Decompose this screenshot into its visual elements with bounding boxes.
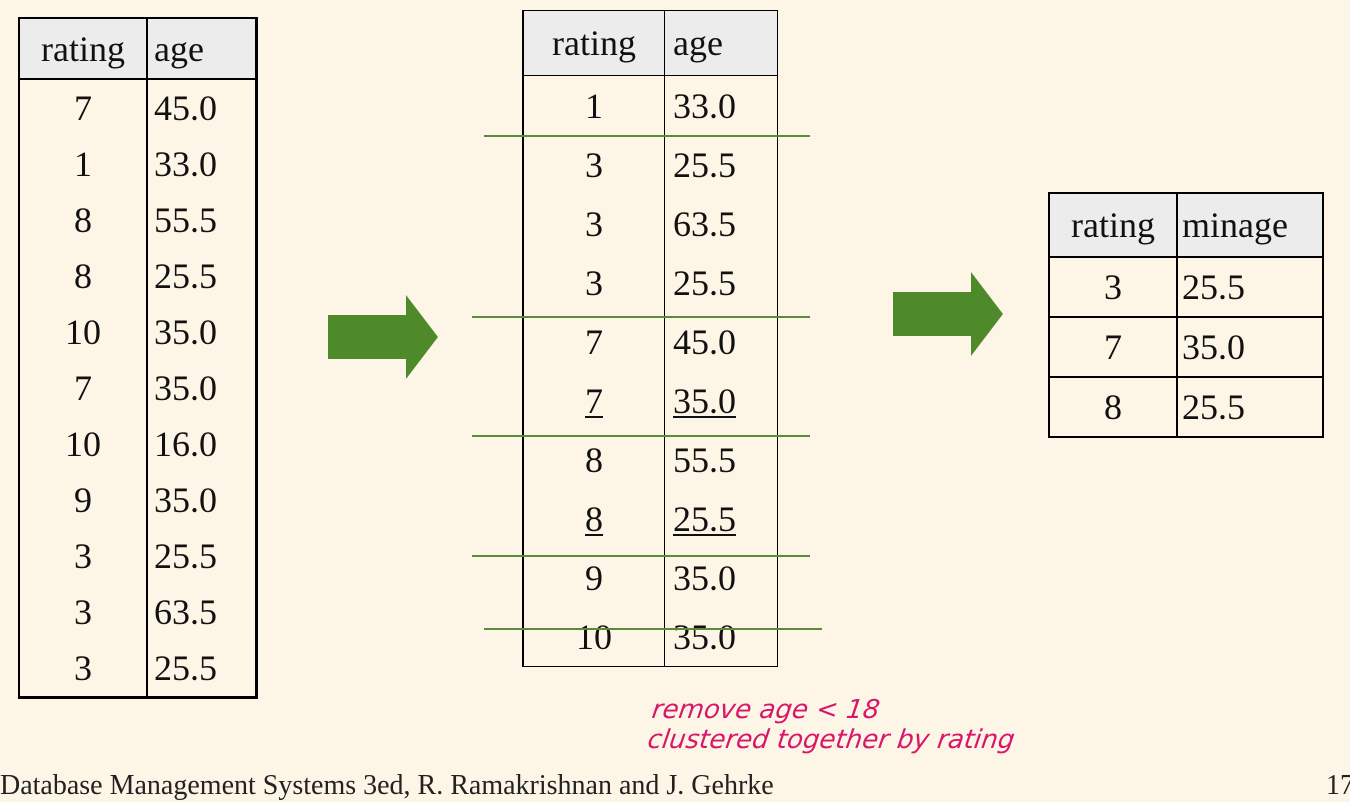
age-cell: 25.5 [154,536,217,576]
rating-cell: 7 [19,79,148,136]
age-cell: 35.0 [673,380,736,421]
age-cell: 55.5 [673,439,736,480]
table-row: 9 35.0 [19,472,257,528]
age-cell: 16.0 [154,424,217,464]
age-cell: 33.0 [154,144,217,184]
age-cell: 25.5 [673,144,736,185]
group-separator-line [484,135,810,137]
age-cell: 25.5 [154,256,217,296]
column-header-age: age [147,18,257,80]
rating-cell: 3 [1049,256,1178,317]
age-cell: 63.5 [673,203,736,244]
table-row: 8 25.5 [19,248,257,304]
group-separator-line [472,435,810,437]
age-cell: 55.5 [154,200,217,240]
table-row: 3 25.5 [1049,256,1323,317]
table-row: 8 25.5 [1049,376,1323,437]
annotation-line: remove age < 18 [650,695,882,725]
table-row: 8 55.5 [523,430,778,489]
handwritten-annotation: remove age < 18 clustered together by ra… [646,695,1021,755]
age-cell: 25.5 [673,498,736,539]
table-row: 1 33.0 [523,75,778,135]
rating-cell: 3 [19,528,148,584]
rating-cell: 7 [523,371,665,430]
age-cell: 25.5 [673,262,736,303]
age-cell: 35.0 [154,312,217,352]
table-row: 1 33.0 [19,136,257,192]
group-separator-line [484,628,822,630]
column-header-age: age [664,10,778,76]
rating-cell: 9 [19,472,148,528]
right-arrow-icon [328,295,438,379]
rating-cell: 3 [523,194,665,253]
age-cell: 25.5 [1177,256,1323,317]
age-cell: 63.5 [154,592,217,632]
table-row: 3 25.5 [19,640,257,698]
age-cell: 35.0 [1177,316,1323,377]
age-cell: 45.0 [154,88,217,128]
age-cell: 35.0 [673,616,736,657]
age-cell: 35.0 [154,368,217,408]
table-row: 7 35.0 [1049,316,1323,377]
rating-cell: 1 [523,75,665,135]
table-row: 3 63.5 [19,584,257,640]
rating-cell: 3 [523,253,665,312]
table-row: 10 35.0 [523,607,778,667]
rating-cell: 10 [19,304,148,360]
rating-cell: 7 [523,312,665,371]
footer-citation: Database Management Systems 3ed, R. Rama… [0,770,774,801]
group-separator-line [472,316,810,318]
table-row: 3 63.5 [523,194,778,253]
age-cell: 25.5 [1177,376,1323,437]
rating-cell: 8 [523,489,665,548]
age-cell: 45.0 [673,321,736,362]
rating-cell: 10 [523,607,665,667]
rating-cell: 8 [1049,376,1178,437]
column-header-rating: rating [19,18,148,80]
rating-cell: 8 [19,192,148,248]
table-row: 3 25.5 [523,135,778,194]
annotation-line: clustered together by rating [645,725,1017,755]
table-row: 7 35.0 [19,360,257,416]
rating-cell: 9 [523,548,665,607]
table-row: 8 55.5 [19,192,257,248]
age-cell: 35.0 [673,557,736,598]
column-header-minage: minage [1177,193,1323,258]
table-row: 7 45.0 [523,312,778,371]
age-cell: 35.0 [154,480,217,520]
table-row: 9 35.0 [523,548,778,607]
rating-cell: 3 [19,640,148,698]
input-table: rating age 7 45.0 1 33.0 8 55.5 8 25.5 10 35.0 7 35… [18,17,258,699]
right-arrow-icon [893,272,1003,356]
table-row: 10 35.0 [19,304,257,360]
rating-cell: 1 [19,136,148,192]
table-row: 3 25.5 [19,528,257,584]
result-table: rating minage 3 25.5 7 35.0 8 25.5 [1048,192,1324,438]
column-header-rating: rating [523,10,665,76]
table-row: 10 16.0 [19,416,257,472]
table-row: 7 45.0 [19,79,257,136]
table-row: 3 25.5 [523,253,778,312]
rating-cell: 10 [19,416,148,472]
column-header-rating: rating [1049,193,1178,258]
age-cell: 25.5 [154,648,217,688]
age-cell: 33.0 [673,85,736,126]
page-number: 17 [1326,770,1350,801]
rating-cell: 3 [523,135,665,194]
rating-cell: 7 [1049,316,1178,377]
rating-cell: 8 [19,248,148,304]
sorted-table: rating age 1 33.0 3 25.5 3 63.5 3 25.5 7 45.0 7 35.… [522,10,778,667]
group-separator-line [472,555,810,557]
table-row: 7 35.0 [523,371,778,430]
rating-cell: 3 [19,584,148,640]
rating-cell: 8 [523,430,665,489]
table-row: 8 25.5 [523,489,778,548]
rating-cell: 7 [19,360,148,416]
